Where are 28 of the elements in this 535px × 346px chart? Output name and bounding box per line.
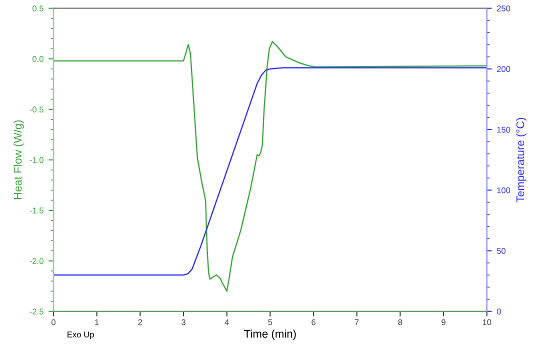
x-tick-label: 0 xyxy=(52,319,56,326)
y-tick-label: 0.5 xyxy=(32,6,44,12)
x-tick-label: 4 xyxy=(224,319,229,326)
x-tick-label: 10 xyxy=(482,319,492,326)
y-tick-label: -0.5 xyxy=(30,106,44,112)
y2-axis-title: Temperature (°C) xyxy=(516,118,526,202)
y-tick-label: -2.5 xyxy=(30,308,44,314)
text: Exo Up xyxy=(68,332,94,340)
x-tick-label: 6 xyxy=(312,319,316,326)
y2-tick-label: 250 xyxy=(496,6,510,12)
y2-tick-label: 200 xyxy=(496,66,510,72)
y2-tick-label: 100 xyxy=(497,187,510,194)
x-tick-label: 1 xyxy=(95,319,99,326)
x-tick-label: 9 xyxy=(442,319,446,326)
x-tick-label: 5 xyxy=(268,319,272,326)
y-tick-label: -2.0 xyxy=(30,258,44,264)
y2-tick-label: 50 xyxy=(496,248,506,254)
y-tick-label: 0.0 xyxy=(32,56,44,62)
y-axis-title: Heat Flow (W/g) xyxy=(14,120,24,200)
x-tick-label: 2 xyxy=(138,319,142,326)
x-axis-title: Time (min) xyxy=(244,330,296,340)
x-tick-label: 7 xyxy=(354,319,359,326)
y-tick-label: -1.0 xyxy=(30,157,44,163)
y-tick-label: -1.5 xyxy=(30,208,44,214)
x-tick-label: 8 xyxy=(398,319,402,326)
y2-tick-label: 0 xyxy=(496,308,501,314)
y2-tick-label: 150 xyxy=(497,126,510,133)
x-tick-label: 3 xyxy=(182,319,186,326)
